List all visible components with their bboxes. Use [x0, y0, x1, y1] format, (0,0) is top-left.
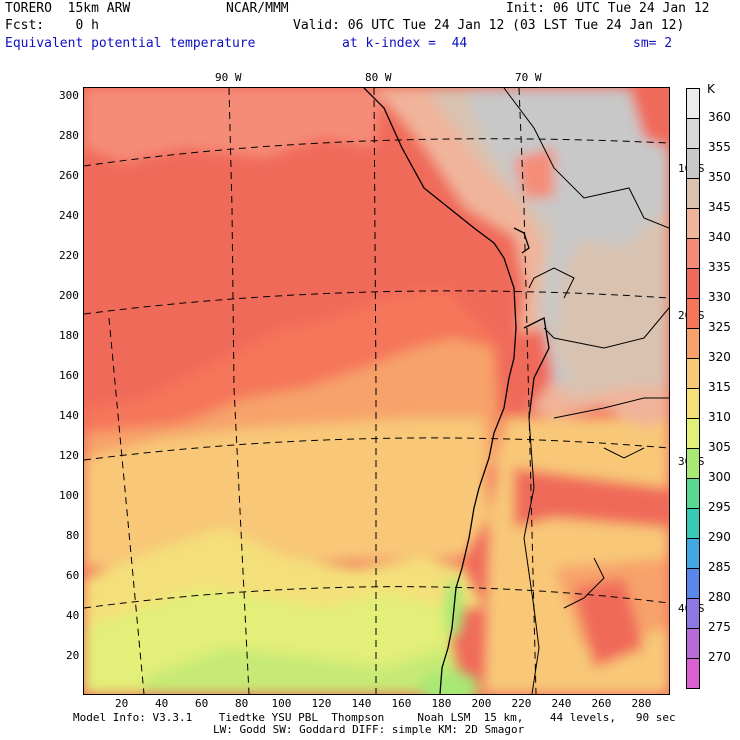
colorbar-label: 290 [708, 530, 731, 544]
x-tick-label: 220 [511, 697, 532, 710]
colorbar-label: 315 [708, 380, 731, 394]
colorbar-label: 325 [708, 320, 731, 334]
y-tick-label: 60 [66, 569, 80, 582]
y-tick-label: 80 [66, 529, 80, 542]
colorbar-swatch [686, 148, 700, 179]
colorbar-swatch [686, 448, 700, 479]
lon-label-70w: 70 W [515, 71, 542, 84]
y-tick-label: 160 [59, 369, 79, 382]
colorbar-label: 295 [708, 500, 731, 514]
colorbar-swatch [686, 208, 700, 239]
y-tick-label: 280 [59, 129, 79, 142]
y-tick-label: 200 [59, 289, 79, 302]
y-tick-label: 260 [59, 169, 79, 182]
y-tick-label: 300 [59, 89, 79, 102]
colorbar-swatch [686, 298, 700, 329]
x-tick-label: 160 [391, 697, 412, 710]
coastline [363, 88, 550, 694]
colorbar-label: 350 [708, 170, 731, 184]
map-frame [83, 87, 670, 695]
colorbar-swatch [686, 328, 700, 359]
political-borders [503, 88, 669, 694]
colorbar-swatch [686, 478, 700, 509]
x-tick-label: 240 [551, 697, 572, 710]
colorbar-label: 270 [708, 650, 731, 664]
x-tick-label: 180 [431, 697, 452, 710]
y-tick-label: 20 [66, 649, 80, 662]
colorbar-label: 330 [708, 290, 731, 304]
x-tick-label: 80 [235, 697, 249, 710]
model-title: TORERO 15km ARW [5, 1, 131, 16]
colorbar-label: 340 [708, 230, 731, 244]
x-tick-label: 60 [195, 697, 209, 710]
y-tick-label: 120 [59, 449, 79, 462]
x-tick-label: 100 [271, 697, 292, 710]
colorbar-swatch [686, 268, 700, 299]
colorbar-swatch [686, 88, 700, 119]
x-tick-label: 40 [155, 697, 169, 710]
lon-label-90w: 90 W [215, 71, 242, 84]
colorbar-swatch [686, 358, 700, 389]
init-time: Init: 06 UTC Tue 24 Jan 12 [506, 1, 710, 16]
colorbar-label: 355 [708, 140, 731, 154]
x-tick-label: 260 [591, 697, 612, 710]
x-tick-label: 140 [351, 697, 372, 710]
colorbar-label: 305 [708, 440, 731, 454]
colorbar-label: 320 [708, 350, 731, 364]
y-tick-label: 40 [66, 609, 80, 622]
x-tick-label: 20 [115, 697, 129, 710]
physics-info: LW: Godd SW: Goddard DIFF: simple KM: 2D… [213, 723, 525, 736]
colorbar-swatch [686, 388, 700, 419]
colorbar-label: 335 [708, 260, 731, 274]
map-plot-area [84, 88, 669, 694]
colorbar-label: 345 [708, 200, 731, 214]
level-label: at k-index = 44 [342, 36, 468, 51]
colorbar-swatch [686, 238, 700, 269]
colorbar-label: 285 [708, 560, 731, 574]
y-tick-label: 100 [59, 489, 79, 502]
colorbar-swatch [686, 178, 700, 209]
colorbar-label: 275 [708, 620, 731, 634]
colorbar-swatch [686, 658, 700, 689]
x-tick-label: 120 [311, 697, 332, 710]
y-tick-label: 140 [59, 409, 79, 422]
model-info: Model Info: V3.3.1 Tiedtke YSU PBL Thomp… [73, 711, 676, 724]
graticule [84, 88, 669, 694]
x-tick-label: 280 [631, 697, 652, 710]
colorbar-unit: K [707, 82, 715, 96]
colorbar-label: 300 [708, 470, 731, 484]
field-name: Equivalent potential temperature [5, 36, 256, 51]
center-label: NCAR/MMM [226, 1, 289, 16]
colorbar-swatch [686, 538, 700, 569]
colorbar-swatch [686, 628, 700, 659]
colorbar-swatch [686, 598, 700, 629]
y-tick-label: 180 [59, 329, 79, 342]
colorbar-swatch [686, 568, 700, 599]
theta-e-field-map [84, 88, 669, 694]
valid-time: Valid: 06 UTC Tue 24 Jan 12 (03 LST Tue … [293, 18, 685, 33]
colorbar-label: 310 [708, 410, 731, 424]
colorbar-swatch [686, 508, 700, 539]
lon-label-80w: 80 W [365, 71, 392, 84]
colorbar-label: 280 [708, 590, 731, 604]
forecast-hour: Fcst: 0 h [5, 18, 99, 33]
y-tick-label: 240 [59, 209, 79, 222]
smoothing-label: sm= 2 [633, 36, 673, 51]
x-tick-label: 200 [471, 697, 492, 710]
y-tick-label: 220 [59, 249, 79, 262]
colorbar-swatch [686, 118, 700, 149]
colorbar-label: 360 [708, 110, 731, 124]
colorbar-swatch [686, 418, 700, 449]
